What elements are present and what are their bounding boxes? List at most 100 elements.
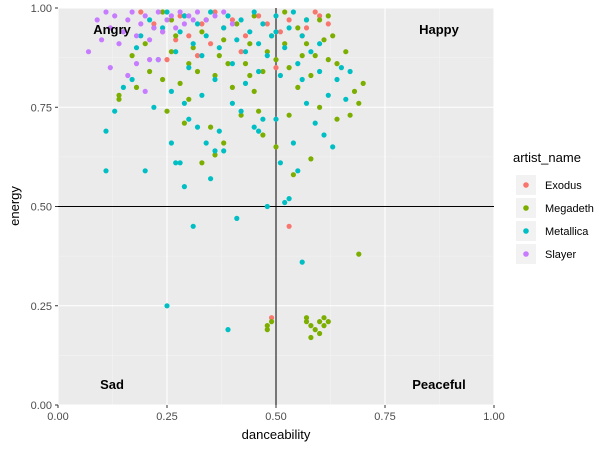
- data-point-metallica: [330, 144, 336, 150]
- data-point-slayer: [190, 17, 196, 23]
- data-point-metallica: [216, 45, 222, 51]
- data-point-exodus: [199, 21, 205, 27]
- data-point-megadeth: [325, 319, 331, 325]
- data-point-megadeth: [290, 172, 296, 178]
- data-point-metallica: [129, 76, 135, 83]
- data-point-megadeth: [317, 319, 323, 325]
- data-point-metallica: [264, 53, 270, 59]
- data-point-metallica: [251, 124, 257, 130]
- data-point-slayer: [151, 25, 157, 31]
- data-point-exodus: [312, 9, 318, 15]
- data-point-megadeth: [142, 41, 148, 47]
- x-tick-label: 0.75: [374, 411, 395, 423]
- data-point-exodus: [138, 9, 144, 15]
- data-point-exodus: [212, 9, 218, 15]
- data-point-exodus: [173, 37, 179, 43]
- data-point-metallica: [295, 61, 301, 67]
- data-point-megadeth: [116, 96, 122, 102]
- data-point-metallica: [286, 196, 292, 202]
- series-megadeth: [116, 9, 366, 341]
- data-point-megadeth: [317, 17, 323, 23]
- data-point-slayer: [125, 17, 131, 23]
- data-point-megadeth: [308, 323, 314, 329]
- data-point-metallica: [325, 92, 331, 98]
- data-point-megadeth: [308, 156, 314, 162]
- data-point-megadeth: [282, 41, 288, 47]
- data-point-megadeth: [160, 9, 166, 15]
- data-point-metallica: [190, 41, 196, 47]
- data-point-slayer: [85, 49, 92, 55]
- data-point-megadeth: [247, 41, 253, 47]
- data-point-exodus: [208, 41, 214, 47]
- legend: artist_name Exodus Megadeth Metallica Slaye…: [513, 150, 594, 264]
- data-point-megadeth: [225, 61, 231, 67]
- data-point-metallica: [160, 25, 166, 31]
- data-point-metallica: [282, 45, 288, 51]
- data-point-metallica: [103, 168, 109, 174]
- data-point-megadeth: [334, 116, 340, 122]
- data-point-megadeth: [303, 41, 310, 47]
- data-point-metallica: [216, 128, 222, 134]
- data-point-megadeth: [216, 53, 222, 59]
- data-point-metallica: [112, 108, 118, 114]
- data-point-metallica: [347, 68, 353, 75]
- data-point-slayer: [142, 13, 148, 19]
- data-point-exodus: [325, 21, 331, 27]
- data-point-metallica: [168, 88, 174, 94]
- data-point-metallica: [273, 29, 279, 35]
- data-point-metallica: [238, 108, 244, 114]
- data-point-megadeth: [238, 112, 244, 118]
- data-point-slayer: [177, 9, 183, 15]
- data-point-metallica: [164, 9, 170, 15]
- data-point-metallica: [299, 33, 305, 39]
- data-point-megadeth: [212, 72, 218, 79]
- data-point-metallica: [247, 29, 253, 35]
- data-point-metallica: [133, 45, 140, 51]
- data-point-exodus: [273, 65, 279, 71]
- data-point-exodus: [242, 33, 249, 39]
- data-point-slayer: [168, 13, 174, 19]
- data-point-metallica: [199, 92, 205, 98]
- y-tick-label: 1.00: [31, 3, 52, 15]
- data-point-metallica: [308, 49, 314, 55]
- reference-lines: [58, 8, 494, 405]
- data-point-megadeth: [260, 68, 266, 75]
- data-point-metallica: [181, 100, 187, 106]
- data-point-exodus: [277, 29, 283, 35]
- data-point-slayer: [107, 65, 113, 71]
- data-point-slayer: [212, 13, 218, 19]
- x-tick-label: 0.25: [156, 411, 177, 423]
- data-point-megadeth: [308, 334, 314, 341]
- series-metallica: [103, 9, 353, 333]
- data-point-metallica: [317, 68, 323, 75]
- data-point-megadeth: [308, 72, 314, 79]
- data-point-metallica: [290, 140, 296, 146]
- data-point-metallica: [103, 128, 109, 134]
- data-point-metallica: [181, 184, 187, 190]
- data-point-metallica: [212, 148, 218, 154]
- data-point-slayer: [221, 9, 227, 15]
- data-point-megadeth: [229, 84, 235, 90]
- data-point-megadeth: [356, 100, 362, 106]
- legend-label-exodus: Exodus: [545, 180, 582, 192]
- data-point-slayer: [103, 9, 109, 15]
- y-tick-label: 0.25: [31, 301, 52, 313]
- data-point-exodus: [303, 25, 310, 31]
- data-point-metallica: [299, 259, 305, 265]
- data-point-megadeth: [194, 68, 201, 75]
- data-point-metallica: [321, 132, 327, 138]
- data-point-slayer: [116, 41, 122, 47]
- data-point-megadeth: [221, 37, 227, 43]
- data-point-metallica: [221, 25, 227, 31]
- data-point-megadeth: [351, 88, 358, 94]
- points-layer: [85, 9, 366, 341]
- data-point-megadeth: [317, 104, 323, 110]
- data-point-metallica: [256, 68, 262, 75]
- data-point-metallica: [286, 25, 292, 31]
- data-point-metallica: [277, 160, 283, 166]
- data-point-exodus: [317, 13, 323, 19]
- data-point-metallica: [343, 96, 349, 102]
- data-point-megadeth: [312, 327, 318, 333]
- y-tick-label: 0.75: [31, 102, 52, 114]
